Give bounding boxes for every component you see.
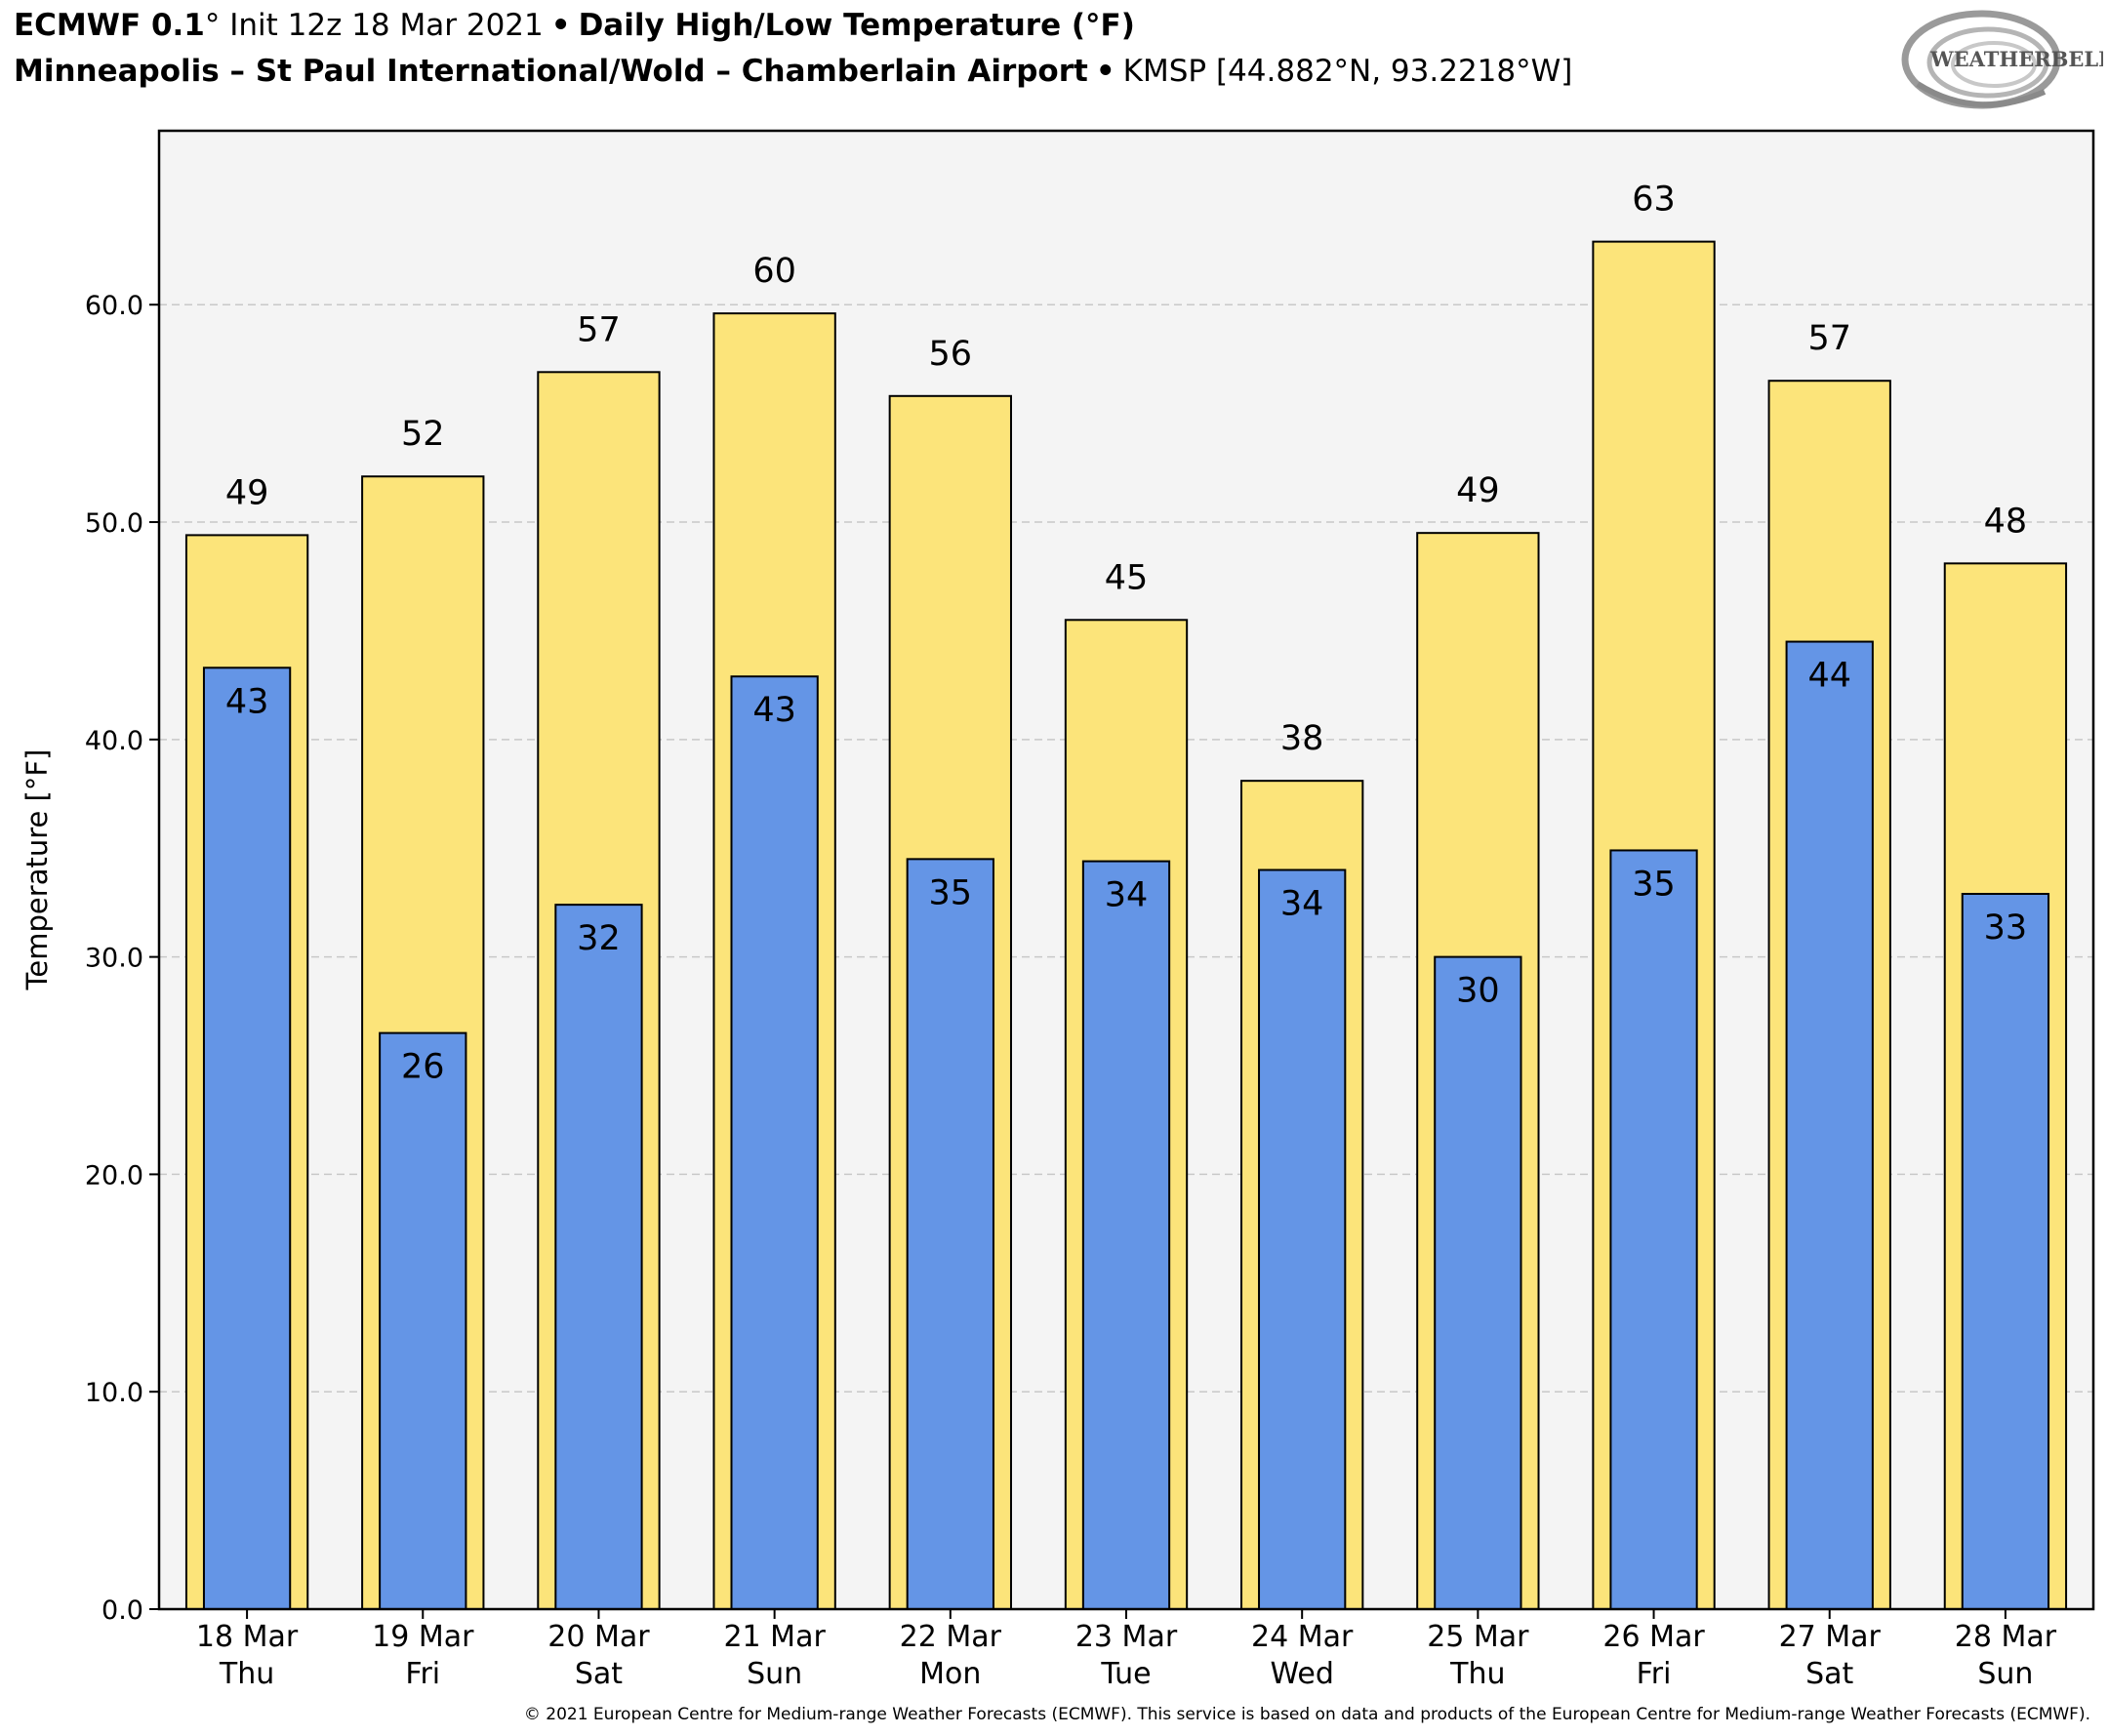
- station-bullet: •: [1095, 54, 1115, 89]
- low-temp-bar: [379, 1031, 467, 1610]
- x-tick-label-weekday: Fri: [1637, 1657, 1672, 1691]
- low-temp-bar: [1081, 860, 1171, 1610]
- degree-symbol: °: [204, 8, 221, 43]
- low-temp-bar: [1434, 955, 1522, 1610]
- low-temp-label: 30: [1456, 972, 1500, 1011]
- y-tick-label: 60.0: [85, 291, 143, 321]
- y-tick-label: 50.0: [85, 508, 143, 539]
- x-tick-label-date: 24 Mar: [1251, 1620, 1354, 1654]
- x-tick-label-weekday: Sun: [1977, 1657, 2033, 1691]
- station-name: Minneapolis – St Paul International/Wold…: [14, 54, 1088, 89]
- low-temp-label: 34: [1280, 885, 1324, 924]
- y-axis: 0.0 10.0 20.0 30.0 40.0 50.0 60.0: [85, 291, 159, 1626]
- low-temp-label: 43: [752, 691, 796, 730]
- low-temp-bar: [554, 904, 643, 1610]
- low-temp-label: 26: [401, 1048, 445, 1087]
- x-tick-label-date: 21 Mar: [723, 1620, 826, 1654]
- y-tick-label: 10.0: [85, 1378, 143, 1408]
- model-name: ECMWF 0.1: [14, 8, 205, 43]
- low-temp-label: 43: [225, 682, 269, 721]
- x-tick-label-date: 20 Mar: [547, 1620, 650, 1654]
- x-tick-label-weekday: Fri: [405, 1657, 440, 1691]
- y-axis-label: Temperature [°F]: [20, 749, 54, 991]
- low-temp-bar: [906, 858, 994, 1610]
- x-tick-label-date: 28 Mar: [1955, 1620, 2057, 1654]
- station-info: KMSP [44.882°N, 93.2218°W]: [1122, 54, 1573, 89]
- x-tick-label-weekday: Mon: [919, 1657, 981, 1691]
- low-temp-bar: [730, 675, 819, 1610]
- x-tick-label-weekday: Sat: [575, 1657, 623, 1691]
- low-temp-bar: [1258, 868, 1347, 1610]
- y-tick-label: 20.0: [85, 1160, 143, 1191]
- x-tick-label-date: 26 Mar: [1602, 1620, 1705, 1654]
- high-temp-label: 38: [1280, 719, 1324, 758]
- low-temp-label: 33: [1984, 908, 2028, 948]
- x-tick-label-weekday: Tue: [1100, 1657, 1151, 1691]
- x-tick-label-weekday: Thu: [219, 1657, 274, 1691]
- low-temp-bar: [202, 666, 292, 1610]
- weatherbell-logo: WEATHERBELL: [1901, 10, 2103, 109]
- high-temp-label: 60: [752, 252, 796, 291]
- y-tick-label: 40.0: [85, 726, 143, 756]
- high-temp-label: 45: [1105, 558, 1149, 597]
- init-time: Init 12z 18 Mar 2021: [229, 8, 544, 43]
- chart-title-line-2: Minneapolis – St Paul International/Wold…: [14, 52, 1572, 91]
- low-temp-bar: [1609, 849, 1698, 1610]
- high-temp-label: 56: [929, 335, 973, 374]
- x-tick-label-date: 22 Mar: [900, 1620, 1002, 1654]
- x-tick-label-date: 25 Mar: [1427, 1620, 1529, 1654]
- x-tick-label-date: 18 Mar: [196, 1620, 299, 1654]
- x-tick-label-date: 27 Mar: [1779, 1620, 1882, 1654]
- x-tick-label-date: 19 Mar: [372, 1620, 474, 1654]
- product-name: Daily High/Low Temperature (°F): [578, 8, 1135, 43]
- low-temp-label: 44: [1807, 657, 1851, 696]
- y-tick-label: 0.0: [101, 1595, 143, 1626]
- weatherbell-swirl-logo: [1901, 10, 2061, 109]
- low-temp-label: 35: [1632, 865, 1676, 904]
- title-bullet: •: [550, 8, 571, 43]
- x-tick-label-weekday: Thu: [1449, 1657, 1505, 1691]
- x-tick-label-weekday: Sat: [1805, 1657, 1853, 1691]
- high-temp-label: 57: [1807, 319, 1851, 358]
- logo-text: WEATHERBELL: [1929, 47, 2103, 71]
- copyright-footer: © 2021 European Centre for Medium-range …: [523, 1705, 2090, 1724]
- high-temp-label: 57: [577, 310, 621, 349]
- low-temp-label: 34: [1105, 876, 1149, 915]
- high-temp-label: 63: [1632, 181, 1676, 220]
- high-temp-label: 48: [1984, 502, 2028, 541]
- low-temp-label: 32: [577, 919, 621, 958]
- high-temp-label: 52: [401, 415, 445, 454]
- x-tick-label-date: 23 Mar: [1075, 1620, 1178, 1654]
- high-temp-label: 49: [1456, 471, 1500, 510]
- low-temp-bar: [1785, 640, 1874, 1610]
- high-temperature-labels: 49 52 57 60 56 45 38 49 63 57 48: [225, 181, 2027, 759]
- x-tick-label-weekday: Wed: [1270, 1657, 1333, 1691]
- x-tick-label-weekday: Sun: [747, 1657, 802, 1691]
- low-temp-bar: [1961, 893, 2050, 1610]
- low-temperature-labels: 43 26 32 43 35 34 34 30 35 44 33: [225, 657, 2027, 1087]
- high-temp-label: 49: [225, 473, 269, 512]
- y-tick-label: 30.0: [85, 944, 143, 974]
- low-temp-label: 35: [929, 873, 973, 912]
- chart-title-line-1: ECMWF 0.1° Init 12z 18 Mar 2021 • Daily Hi…: [14, 6, 1135, 45]
